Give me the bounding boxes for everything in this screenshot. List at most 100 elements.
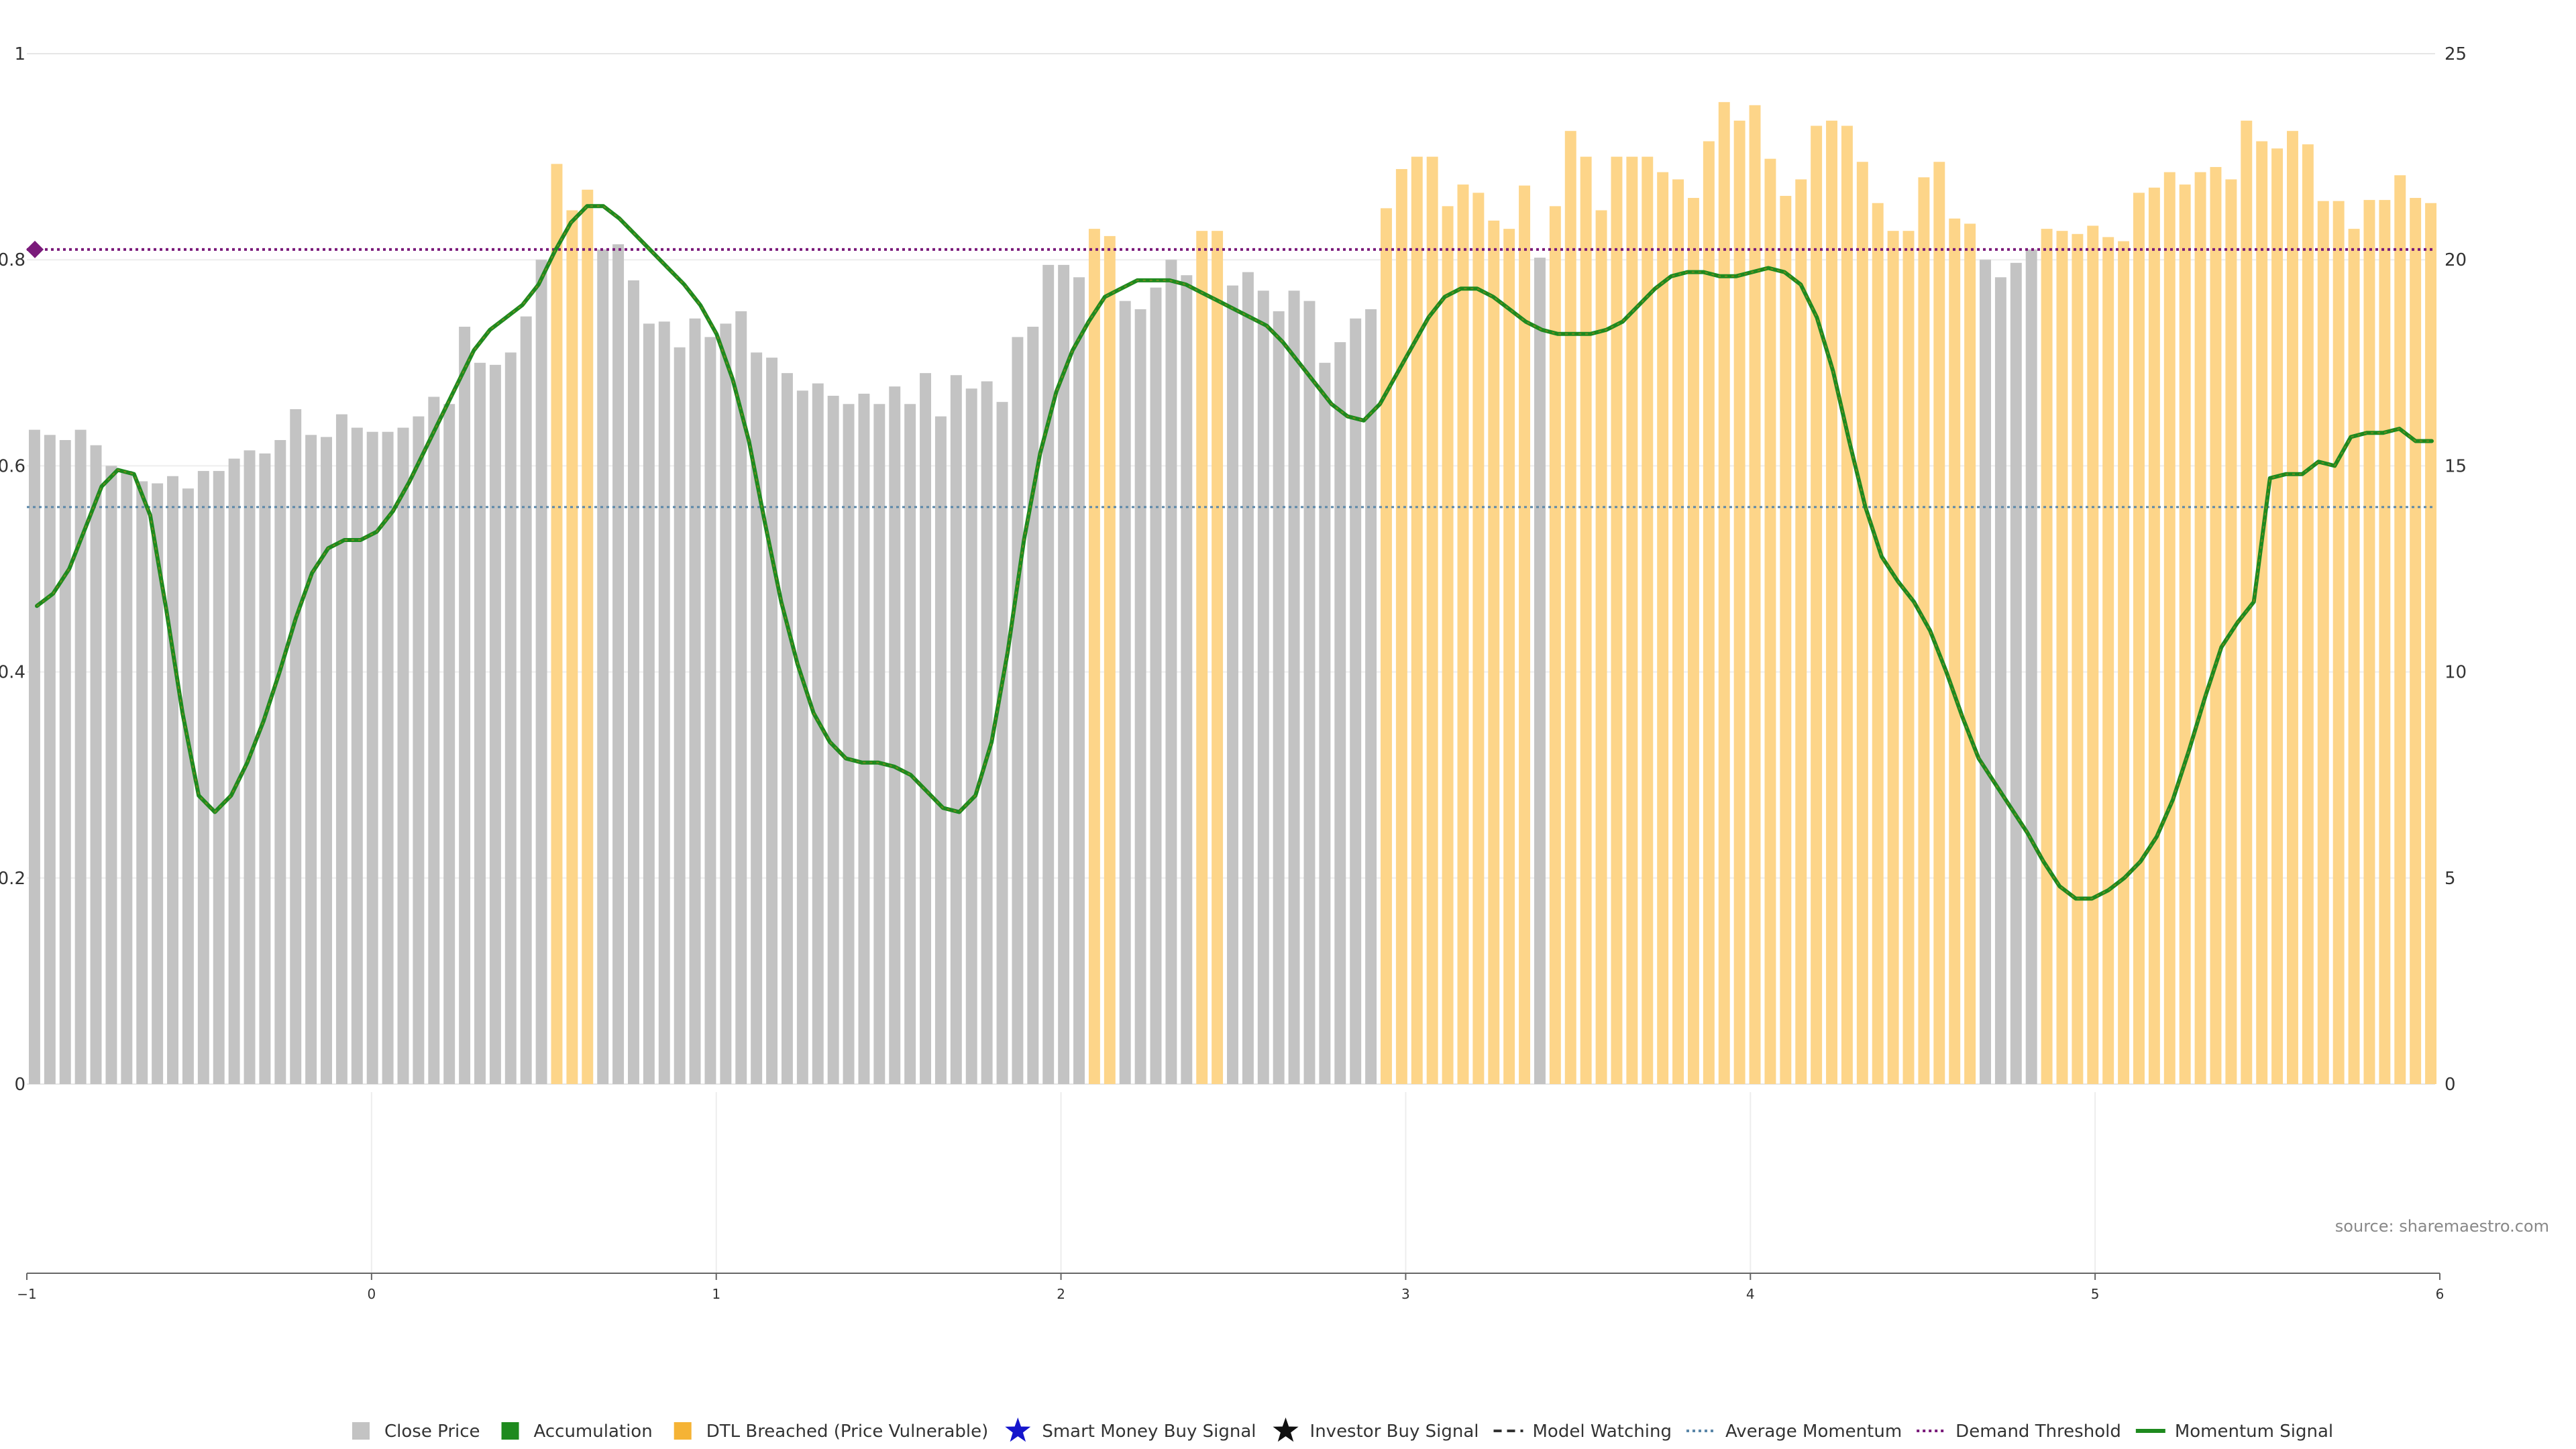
close-price-bar xyxy=(1242,272,1254,1084)
dtl-breached-bar xyxy=(1580,156,1592,1085)
dtl-breached-bar xyxy=(1395,169,1407,1084)
close-price-bar xyxy=(321,437,332,1084)
close-price-bar xyxy=(74,429,87,1084)
close-price-bar xyxy=(105,466,117,1084)
close-price-bar xyxy=(366,431,378,1084)
close-price-bar xyxy=(628,280,639,1084)
close-price-bar xyxy=(90,445,102,1084)
close-price-bar xyxy=(873,404,885,1084)
legend-item: DTL Breached (Price Vulnerable) xyxy=(674,1421,989,1442)
close-price-bar xyxy=(474,362,486,1084)
close-price-bar xyxy=(167,476,178,1084)
dtl-breached-bar xyxy=(2179,184,2191,1084)
orange-square-icon xyxy=(674,1422,692,1440)
dtl-breached-bar xyxy=(1564,131,1576,1085)
dtl-breached-bar xyxy=(1795,179,1807,1084)
close-price-bar xyxy=(674,347,686,1084)
dtl-breached-bar xyxy=(2041,229,2053,1084)
dtl-breached-bar xyxy=(1519,185,1531,1084)
bottom-tick-label: 4 xyxy=(1746,1286,1755,1302)
dtl-breached-bar xyxy=(1104,235,1116,1084)
lower-panel-grid xyxy=(370,1092,2096,1273)
close-price-bar xyxy=(228,458,240,1084)
close-price-bar xyxy=(213,471,225,1084)
dtl-breached-bar xyxy=(1749,105,1761,1084)
close-price-bar xyxy=(121,471,133,1084)
close-price-bar xyxy=(2025,249,2037,1085)
close-price-bar xyxy=(1227,285,1238,1085)
dtl-breached-bar xyxy=(1657,172,1669,1084)
close-price-bar xyxy=(796,390,808,1084)
bottom-tick-label: 2 xyxy=(1057,1286,1065,1302)
dtl-breached-bar xyxy=(1841,125,1853,1084)
close-price-bar xyxy=(612,244,625,1084)
dtl-breached-bar xyxy=(1811,125,1823,1084)
dtl-breached-bar xyxy=(2348,229,2360,1084)
legend-item: Average Momentum xyxy=(1686,1421,1902,1442)
legend-item: Demand Threshold xyxy=(1917,1421,2121,1442)
left-tick-label: 0.4 xyxy=(0,663,25,683)
dtl-breached-bar xyxy=(1503,229,1515,1084)
reference-lines xyxy=(26,240,2435,508)
close-price-bar xyxy=(305,435,317,1084)
close-price-bar xyxy=(535,260,547,1085)
close-price-bar xyxy=(520,316,532,1085)
dtl-breached-bar xyxy=(2256,141,2268,1084)
close-price-bar xyxy=(934,416,947,1084)
legend-item: Momentum Signal xyxy=(2135,1421,2333,1442)
black-star-icon xyxy=(1273,1417,1299,1442)
dtl-breached-bar xyxy=(2332,201,2345,1084)
bottom-tick-label: 0 xyxy=(367,1286,376,1302)
legend-label: Average Momentum xyxy=(1725,1421,1902,1442)
dtl-breached-bar xyxy=(1212,231,1224,1085)
close-price-bar xyxy=(335,414,347,1084)
dtl-breached-bar xyxy=(2363,200,2375,1084)
dtl-breached-bar xyxy=(1472,193,1485,1084)
dtl-breached-bar xyxy=(1488,220,1500,1085)
close-price-bar xyxy=(1012,337,1024,1084)
close-price-bar xyxy=(858,393,870,1084)
dtl-breached-bar xyxy=(2425,203,2437,1085)
dtl-breached-bar xyxy=(1887,231,1899,1085)
close-price-bar xyxy=(1181,275,1193,1084)
bottom-tick-label: 1 xyxy=(712,1286,720,1302)
close-price-bar xyxy=(152,483,164,1084)
right-tick-label: 25 xyxy=(2445,44,2467,64)
dtl-breached-bar xyxy=(1902,231,1915,1085)
dtl-breached-bar xyxy=(1626,156,1638,1085)
momentum-signal-overlay xyxy=(36,205,2432,900)
dtl-breached-bar xyxy=(1933,162,1945,1084)
legend-label: DTL Breached (Price Vulnerable) xyxy=(706,1421,989,1442)
close-price-bar xyxy=(1350,318,1362,1084)
dtl-breached-bar xyxy=(1872,203,1884,1085)
dtl-breached-bar xyxy=(1826,120,1837,1085)
close-price-bar xyxy=(1534,258,1546,1084)
dtl-breached-bar xyxy=(1949,218,1961,1084)
close-price-bar xyxy=(1134,309,1146,1085)
dtl-breached-bar xyxy=(2087,225,2099,1084)
dtl-breached-bar xyxy=(1687,198,1699,1084)
close-price-bar xyxy=(259,453,271,1084)
dtl-breached-bar xyxy=(2394,175,2406,1084)
close-price-bar xyxy=(397,427,409,1084)
close-price-bar xyxy=(981,381,993,1085)
close-price-bar xyxy=(1303,301,1316,1084)
dtl-breached-bar xyxy=(1411,156,1423,1085)
dtl-breached-bar xyxy=(1672,179,1684,1084)
close-price-bar xyxy=(751,352,763,1085)
demand-threshold-marker xyxy=(26,240,44,258)
close-price-bar xyxy=(59,440,71,1084)
close-price-bar xyxy=(720,323,732,1085)
close-price-bar xyxy=(197,471,209,1084)
dtl-breached-bar xyxy=(1703,141,1715,1084)
dtl-breached-bar xyxy=(2118,241,2130,1084)
close-price-bar xyxy=(812,383,824,1084)
close-price-bar xyxy=(597,249,609,1085)
dtl-breached-bar xyxy=(2133,193,2145,1084)
left-tick-label: 0.8 xyxy=(0,250,25,270)
dtl-breached-bar xyxy=(1718,102,1730,1085)
legend-label: Demand Threshold xyxy=(1955,1421,2121,1442)
right-tick-label: 10 xyxy=(2445,663,2467,683)
dtl-breached-bar xyxy=(1856,162,1868,1084)
dtl-breached-bar xyxy=(2072,233,2084,1084)
